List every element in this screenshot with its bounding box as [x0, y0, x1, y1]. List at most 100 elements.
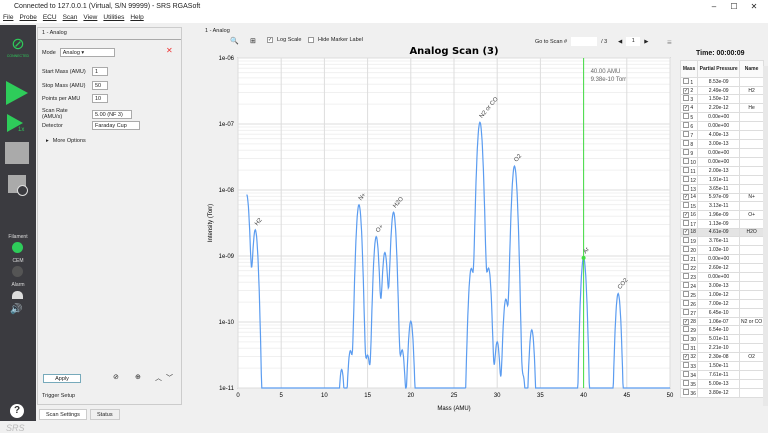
start-scan-button[interactable]	[4, 79, 30, 107]
ruler-icon[interactable]: ⊞	[250, 38, 256, 45]
maximize-button[interactable]: ☐	[730, 2, 738, 11]
table-row[interactable]: ✓ 14 5.97e-09 N+	[679, 192, 764, 203]
chart-tab[interactable]: 1 - Analog	[205, 28, 230, 34]
row-checkbox[interactable]: ✓	[683, 194, 689, 201]
table-row[interactable]: 30 5.01e-11	[679, 334, 764, 345]
table-row[interactable]: 11 2.00e-13	[679, 165, 764, 176]
table-row[interactable]: 21 0.00e+00	[679, 253, 764, 264]
table-row[interactable]: 31 2.21e-10	[679, 343, 764, 354]
table-row[interactable]: 13 3.65e-11	[679, 183, 764, 194]
table-row[interactable]: 33 1.50e-11	[679, 360, 764, 371]
stop-mass-input[interactable]: 50	[92, 81, 108, 90]
cancel-icon[interactable]: ⊘	[113, 374, 119, 381]
delete-icon[interactable]: ✕	[166, 46, 173, 55]
next-scan-icon[interactable]: ▶	[644, 38, 649, 45]
start-mass-input[interactable]: 1	[92, 67, 108, 76]
menu-view[interactable]: View	[83, 14, 98, 21]
row-checkbox[interactable]	[683, 121, 689, 128]
table-row[interactable]: 36 3.80e-12	[679, 387, 764, 398]
menu-utilities[interactable]: Utilities	[103, 14, 125, 21]
menu-ecu[interactable]: ECU	[42, 14, 57, 21]
more-options[interactable]: More Options	[52, 138, 86, 144]
row-checkbox[interactable]: ✓	[683, 211, 689, 218]
help-button[interactable]: ?	[10, 404, 24, 418]
apply-button[interactable]: Apply	[43, 374, 81, 383]
table-row[interactable]: 7 4.00e-13	[679, 129, 764, 140]
menu-help[interactable]: Help	[130, 14, 144, 21]
row-checkbox[interactable]	[683, 157, 689, 164]
table-row[interactable]: 26 7.00e-12	[679, 298, 764, 309]
settings-tab[interactable]: 1 - Analog	[42, 30, 67, 36]
table-row[interactable]: 24 3.00e-13	[679, 280, 764, 291]
menu-probe[interactable]: Probe	[19, 14, 37, 21]
goto-scan-input[interactable]	[571, 37, 598, 46]
row-checkbox[interactable]	[683, 326, 689, 333]
table-row[interactable]: 9 0.00e+00	[679, 147, 764, 158]
row-checkbox[interactable]: ✓	[683, 318, 689, 325]
up-icon[interactable]: ︿	[155, 375, 162, 382]
table-row[interactable]: ✓ 2 2.49e-09 H2	[679, 85, 764, 96]
row-checkbox[interactable]	[683, 219, 689, 226]
table-row[interactable]: 1 8.53e-09	[679, 77, 764, 87]
table-row[interactable]: ✓ 32 2.30e-08 O2	[679, 352, 764, 362]
add-icon[interactable]: ⊕	[135, 374, 141, 381]
row-checkbox[interactable]	[683, 254, 689, 261]
row-checkbox[interactable]	[683, 245, 689, 252]
row-checkbox[interactable]	[683, 236, 689, 243]
zoom-icon[interactable]: 🔍	[230, 38, 239, 45]
table-row[interactable]: 19 3.76e-11	[679, 235, 764, 246]
row-checkbox[interactable]	[683, 290, 689, 297]
table-row[interactable]: ✓ 28 1.06e-07 N2 or CO	[679, 316, 764, 327]
table-row[interactable]: 20 1.03e-10	[679, 244, 764, 255]
alarm-icon[interactable]	[12, 291, 23, 299]
tab-scan-settings[interactable]: Scan Settings	[39, 409, 87, 420]
filament-indicator[interactable]	[12, 242, 23, 253]
log-scale-checkbox[interactable]: ✓	[267, 37, 273, 43]
table-row[interactable]: 8 3.00e-13	[679, 138, 764, 149]
row-checkbox[interactable]	[683, 78, 689, 84]
row-checkbox[interactable]	[683, 370, 689, 377]
row-checkbox[interactable]	[683, 175, 689, 182]
table-row[interactable]: ✓ 18 4.61e-09 H2O	[679, 227, 764, 237]
row-checkbox[interactable]	[683, 148, 689, 155]
trigger-setup-tab[interactable]: Trigger Setup	[42, 393, 76, 399]
row-checkbox[interactable]	[683, 202, 689, 209]
row-checkbox[interactable]	[683, 112, 689, 119]
table-row[interactable]: 6 0.00e+00	[679, 120, 764, 131]
table-row[interactable]: ✓ 16 1.96e-09 O+	[679, 210, 764, 220]
table-row[interactable]: 25 1.00e-12	[679, 289, 764, 300]
row-checkbox[interactable]: ✓	[683, 229, 689, 236]
scan-rate-select[interactable]: 5.00 (NF 3)	[92, 109, 132, 119]
row-checkbox[interactable]	[683, 95, 689, 102]
hide-marker-checkbox[interactable]	[308, 37, 314, 43]
row-checkbox[interactable]	[683, 335, 689, 342]
table-row[interactable]: ✓ 4 2.20e-12 He	[679, 103, 764, 113]
row-checkbox[interactable]	[683, 139, 689, 146]
points-per-amu-input[interactable]: 10	[92, 94, 108, 103]
table-row[interactable]: 35 5.00e-13	[679, 378, 764, 389]
row-checkbox[interactable]	[683, 379, 689, 386]
menu-icon[interactable]: ≡	[667, 38, 672, 47]
row-checkbox[interactable]	[683, 361, 689, 368]
tab-status[interactable]: Status	[90, 409, 120, 420]
row-checkbox[interactable]	[683, 388, 689, 395]
menu-file[interactable]: File	[3, 14, 14, 21]
row-checkbox[interactable]	[683, 308, 689, 315]
row-checkbox[interactable]: ✓	[683, 105, 689, 112]
mode-select[interactable]: Analog ▾	[59, 48, 115, 57]
row-checkbox[interactable]	[683, 344, 689, 351]
spectrum-chart[interactable]: Analog Scan (3) 1e-06 1e-07 1e-08 1e-09 1e-10…	[190, 25, 680, 420]
row-checkbox[interactable]	[683, 184, 689, 191]
detector-select[interactable]: Faraday Cup	[92, 121, 140, 130]
close-button[interactable]: ✕	[750, 2, 758, 11]
row-checkbox[interactable]: ✓	[683, 87, 689, 94]
table-row[interactable]: 17 1.13e-09	[679, 218, 764, 229]
minimize-button[interactable]: –	[711, 2, 717, 11]
table-row[interactable]: 22 2.60e-12	[679, 262, 764, 273]
row-checkbox[interactable]	[683, 272, 689, 279]
single-scan-button[interactable]	[6, 113, 26, 135]
speaker-icon[interactable]: 🔊	[10, 304, 23, 315]
row-checkbox[interactable]: ✓	[683, 354, 689, 361]
row-checkbox[interactable]	[683, 130, 689, 137]
table-row[interactable]: 23 0.00e+00	[679, 271, 764, 282]
